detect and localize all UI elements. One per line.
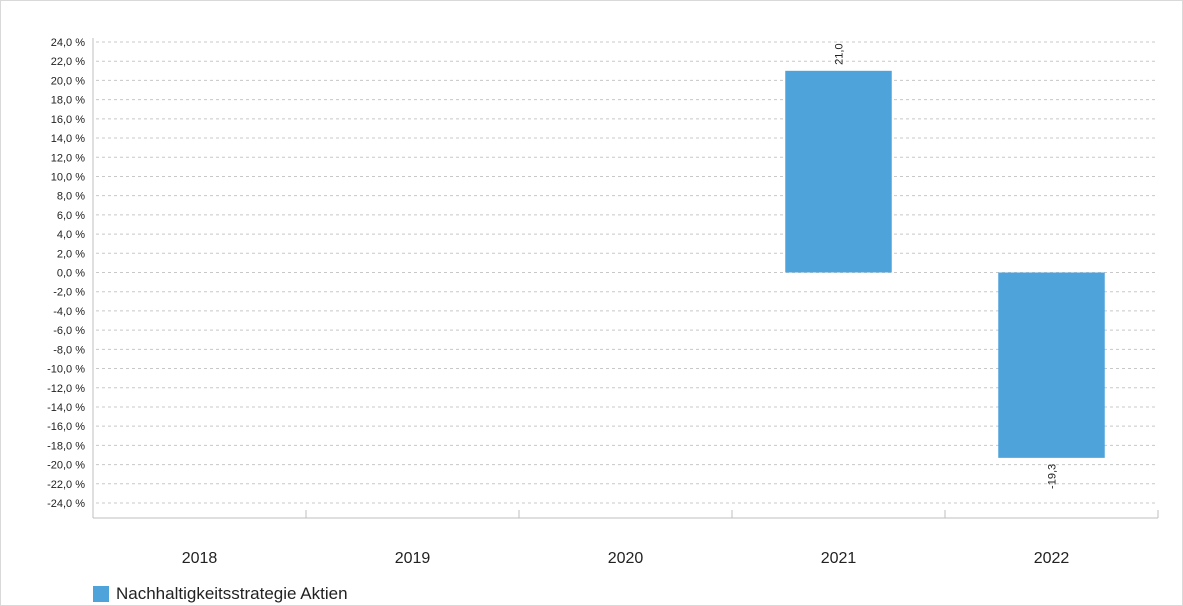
y-tick-label: -12,0 % (47, 383, 85, 395)
y-tick-label: -22,0 % (47, 479, 85, 491)
x-tick-label: 2018 (182, 550, 218, 567)
legend: Nachhaltigkeitsstrategie Aktien (93, 584, 348, 604)
bar (785, 70, 892, 273)
legend-label: Nachhaltigkeitsstrategie Aktien (116, 584, 348, 603)
y-tick-label: -4,0 % (53, 306, 85, 318)
y-tick-label: -14,0 % (47, 402, 85, 414)
legend-swatch (93, 586, 109, 602)
y-tick-label: 20,0 % (51, 75, 85, 87)
data-label: 21,0 (834, 43, 846, 64)
y-tick-label: -24,0 % (47, 498, 85, 510)
x-tick-label: 2021 (821, 550, 857, 567)
data-label: -19,3 (1047, 464, 1059, 489)
bar-chart: 24,0 % 22,0 % 20,0 % 18,0 % 16,0 % 14,0 % 12,0… (47, 37, 1159, 567)
y-tick-label: 8,0 % (57, 191, 85, 203)
y-tick-label: 10,0 % (51, 171, 85, 183)
y-tick-label: 0,0 % (57, 268, 85, 280)
x-tick-label: 2019 (395, 550, 431, 567)
bar (998, 272, 1105, 458)
y-tick-label: 12,0 % (51, 152, 85, 164)
y-tick-label: 14,0 % (51, 133, 85, 145)
y-tick-label: -20,0 % (47, 460, 85, 472)
y-tick-label: 24,0 % (51, 37, 85, 49)
y-tick-label: -10,0 % (47, 364, 85, 376)
x-tick-label: 2022 (1034, 550, 1070, 567)
y-tick-label: -16,0 % (47, 421, 85, 433)
y-tick-label: -8,0 % (53, 344, 85, 356)
y-tick-label: 22,0 % (51, 56, 85, 68)
y-tick-label: 2,0 % (57, 248, 85, 260)
y-tick-label: -2,0 % (53, 287, 85, 299)
y-tick-label: 4,0 % (57, 229, 85, 241)
y-tick-label: -18,0 % (47, 440, 85, 452)
y-tick-label: -6,0 % (53, 325, 85, 337)
x-tick-label: 2020 (608, 550, 644, 567)
y-tick-label: 18,0 % (51, 95, 85, 107)
y-tick-label: 16,0 % (51, 114, 85, 126)
y-tick-label: 6,0 % (57, 210, 85, 222)
